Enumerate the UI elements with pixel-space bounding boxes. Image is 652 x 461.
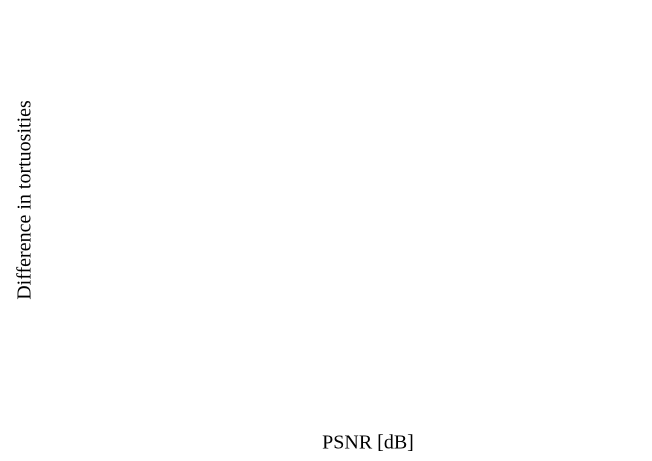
y-axis-label: Difference in tortuosities [14, 100, 36, 300]
x-axis-label: PSNR [dB] [322, 432, 414, 454]
